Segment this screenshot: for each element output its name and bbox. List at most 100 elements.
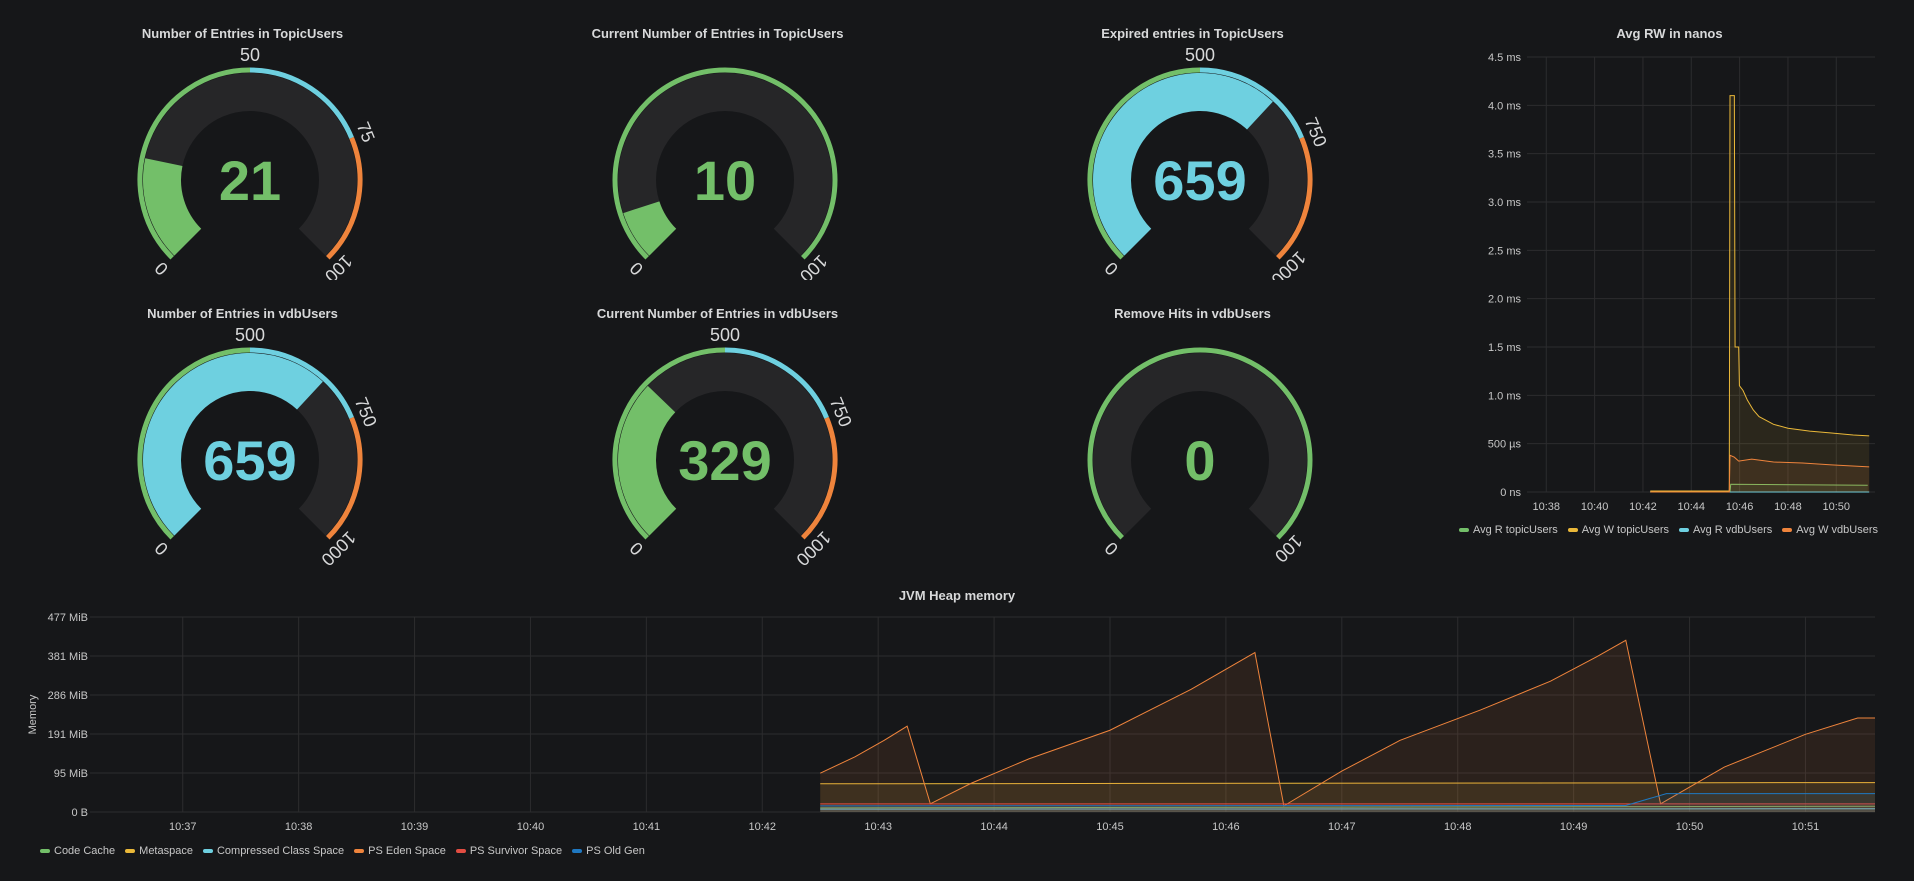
- y-tick-label: 1.5 ms: [1488, 342, 1522, 354]
- threshold-arc: [1199, 67, 1304, 139]
- threshold-label: 75: [353, 119, 379, 145]
- legend-item[interactable]: Metaspace: [125, 845, 193, 857]
- legend-item[interactable]: Avg W vdbUsers: [1782, 524, 1878, 536]
- gauge-panel-1[interactable]: Current Number of Entries in TopicUsers …: [475, 0, 960, 286]
- series-line: [820, 782, 1876, 785]
- x-tick-label: 10:42: [1629, 501, 1657, 513]
- avg-rw-chart: 0 ns 500 µs 1.0 ms 1.5 ms 2.0 ms 2.5 ms 3.0 ms…: [1488, 52, 1875, 513]
- legend-swatch: [1782, 528, 1793, 532]
- jvm-heap-panel[interactable]: JVM Heap memory 0 B 95 MiB 191 MiB 286 MiB 3…: [0, 575, 1914, 881]
- y-tick-label: 4.0 ms: [1488, 100, 1522, 112]
- gauge-panel-5[interactable]: Remove Hits in vdbUsers 0 100 0: [950, 280, 1435, 566]
- gauge-value: 329: [678, 429, 771, 492]
- legend-swatch: [354, 849, 365, 853]
- series-area: [1650, 484, 1868, 492]
- legend-label: Avg R topicUsers: [1473, 524, 1558, 536]
- legend-swatch: [202, 849, 213, 853]
- threshold-label: 100: [1271, 531, 1306, 566]
- threshold-label: 0: [626, 538, 647, 559]
- threshold-arc: [249, 347, 354, 419]
- series-line: [820, 639, 1875, 807]
- gauge-value: 659: [1153, 149, 1246, 212]
- threshold-arc: [326, 416, 363, 540]
- threshold-label: 50: [240, 45, 260, 65]
- x-tick-label: 10:43: [864, 821, 892, 833]
- legend-swatch: [1567, 528, 1578, 532]
- threshold-label: 0: [1101, 258, 1122, 279]
- legend-swatch: [40, 849, 50, 853]
- legend-item[interactable]: Code Cache: [40, 845, 115, 857]
- x-tick-label: 10:51: [1792, 821, 1820, 833]
- y-tick-label: 381 MiB: [48, 651, 88, 663]
- y-tick-label: 500 µs: [1488, 439, 1522, 451]
- threshold-arc: [801, 416, 838, 540]
- x-tick-label: 10:48: [1774, 501, 1802, 513]
- threshold-label: 500: [1185, 45, 1215, 65]
- x-tick-label: 10:50: [1676, 821, 1704, 833]
- series-area: [820, 808, 1875, 812]
- gauge-value: 21: [219, 149, 281, 212]
- legend-item[interactable]: Avg W topicUsers: [1567, 524, 1669, 536]
- series-area: [1650, 455, 1870, 492]
- gauge: 0 100 0: [1087, 347, 1313, 566]
- gauge-value-arc: [143, 158, 202, 256]
- legend-item[interactable]: Avg R vdbUsers: [1679, 524, 1772, 536]
- y-tick-label: 2.0 ms: [1488, 294, 1522, 306]
- series-area: [820, 640, 1875, 812]
- threshold-arc: [137, 67, 251, 260]
- x-tick-label: 10:46: [1212, 821, 1240, 833]
- gauge-panel-2[interactable]: Expired entries in TopicUsers 0 500 750 100…: [950, 0, 1435, 290]
- x-tick-label: 10:38: [1533, 501, 1561, 513]
- legend-item[interactable]: PS Old Gen: [572, 845, 645, 857]
- avg-rw-panel[interactable]: Avg RW in nanos 0 ns 500 µs 1.0 ms 1.5 ms 2.…: [1425, 0, 1914, 545]
- panel-title: Number of Entries in TopicUsers: [141, 26, 344, 41]
- threshold-arc: [612, 67, 838, 260]
- series-area: [820, 793, 1875, 812]
- legend-swatch: [125, 849, 136, 853]
- x-tick-label: 10:46: [1726, 501, 1754, 513]
- threshold-arc: [249, 67, 354, 139]
- threshold-label: 0: [151, 258, 172, 279]
- y-tick-label: 3.5 ms: [1488, 149, 1522, 161]
- x-tick-label: 10:45: [1096, 821, 1124, 833]
- x-tick-label: 10:40: [1581, 501, 1609, 513]
- gauge-panel-4[interactable]: Current Number of Entries in vdbUsers 0 5…: [475, 280, 960, 570]
- panel-title: Avg RW in nanos: [1616, 26, 1723, 41]
- threshold-arc: [326, 136, 363, 260]
- legend-item[interactable]: Compressed Class Space: [202, 845, 345, 857]
- x-tick-label: 10:44: [980, 821, 1008, 833]
- series-area: [820, 782, 1875, 812]
- threshold-label: 0: [626, 258, 647, 279]
- legend-swatch: [1459, 528, 1469, 532]
- panel-title: JVM Heap memory: [898, 588, 1016, 603]
- legend-label: Compressed Class Space: [216, 845, 345, 857]
- gauge-panel-0[interactable]: Number of Entries in TopicUsers 0 50 75 100…: [0, 0, 485, 286]
- threshold-arc: [137, 347, 251, 540]
- series-line: [1650, 95, 1870, 492]
- y-tick-label: 4.5 ms: [1488, 52, 1522, 64]
- legend-item[interactable]: Avg R topicUsers: [1459, 524, 1558, 536]
- gauge-track: [1093, 353, 1307, 536]
- panel-title: Remove Hits in vdbUsers: [1114, 306, 1271, 321]
- legend-label: Avg R vdbUsers: [1693, 524, 1773, 536]
- x-tick-label: 10:44: [1678, 501, 1706, 513]
- x-tick-label: 10:48: [1444, 821, 1472, 833]
- legend-label: PS Eden Space: [368, 845, 446, 857]
- x-tick-label: 10:49: [1560, 821, 1588, 833]
- legend-item[interactable]: PS Eden Space: [354, 845, 446, 857]
- x-tick-label: 10:47: [1328, 821, 1356, 833]
- y-tick-label: 477 MiB: [48, 612, 88, 624]
- gauge-panel-3[interactable]: Number of Entries in vdbUsers 0 500 750 100…: [0, 280, 485, 570]
- gauge-value: 0: [1184, 429, 1215, 492]
- legend-label: PS Old Gen: [586, 845, 645, 857]
- legend-item[interactable]: PS Survivor Space: [455, 845, 562, 857]
- threshold-label: 0: [1101, 538, 1122, 559]
- legend-label: Metaspace: [139, 845, 193, 857]
- threshold-arc: [1087, 347, 1313, 540]
- threshold-arc: [612, 347, 726, 540]
- x-tick-label: 10:40: [517, 821, 545, 833]
- x-tick-label: 10:42: [749, 821, 777, 833]
